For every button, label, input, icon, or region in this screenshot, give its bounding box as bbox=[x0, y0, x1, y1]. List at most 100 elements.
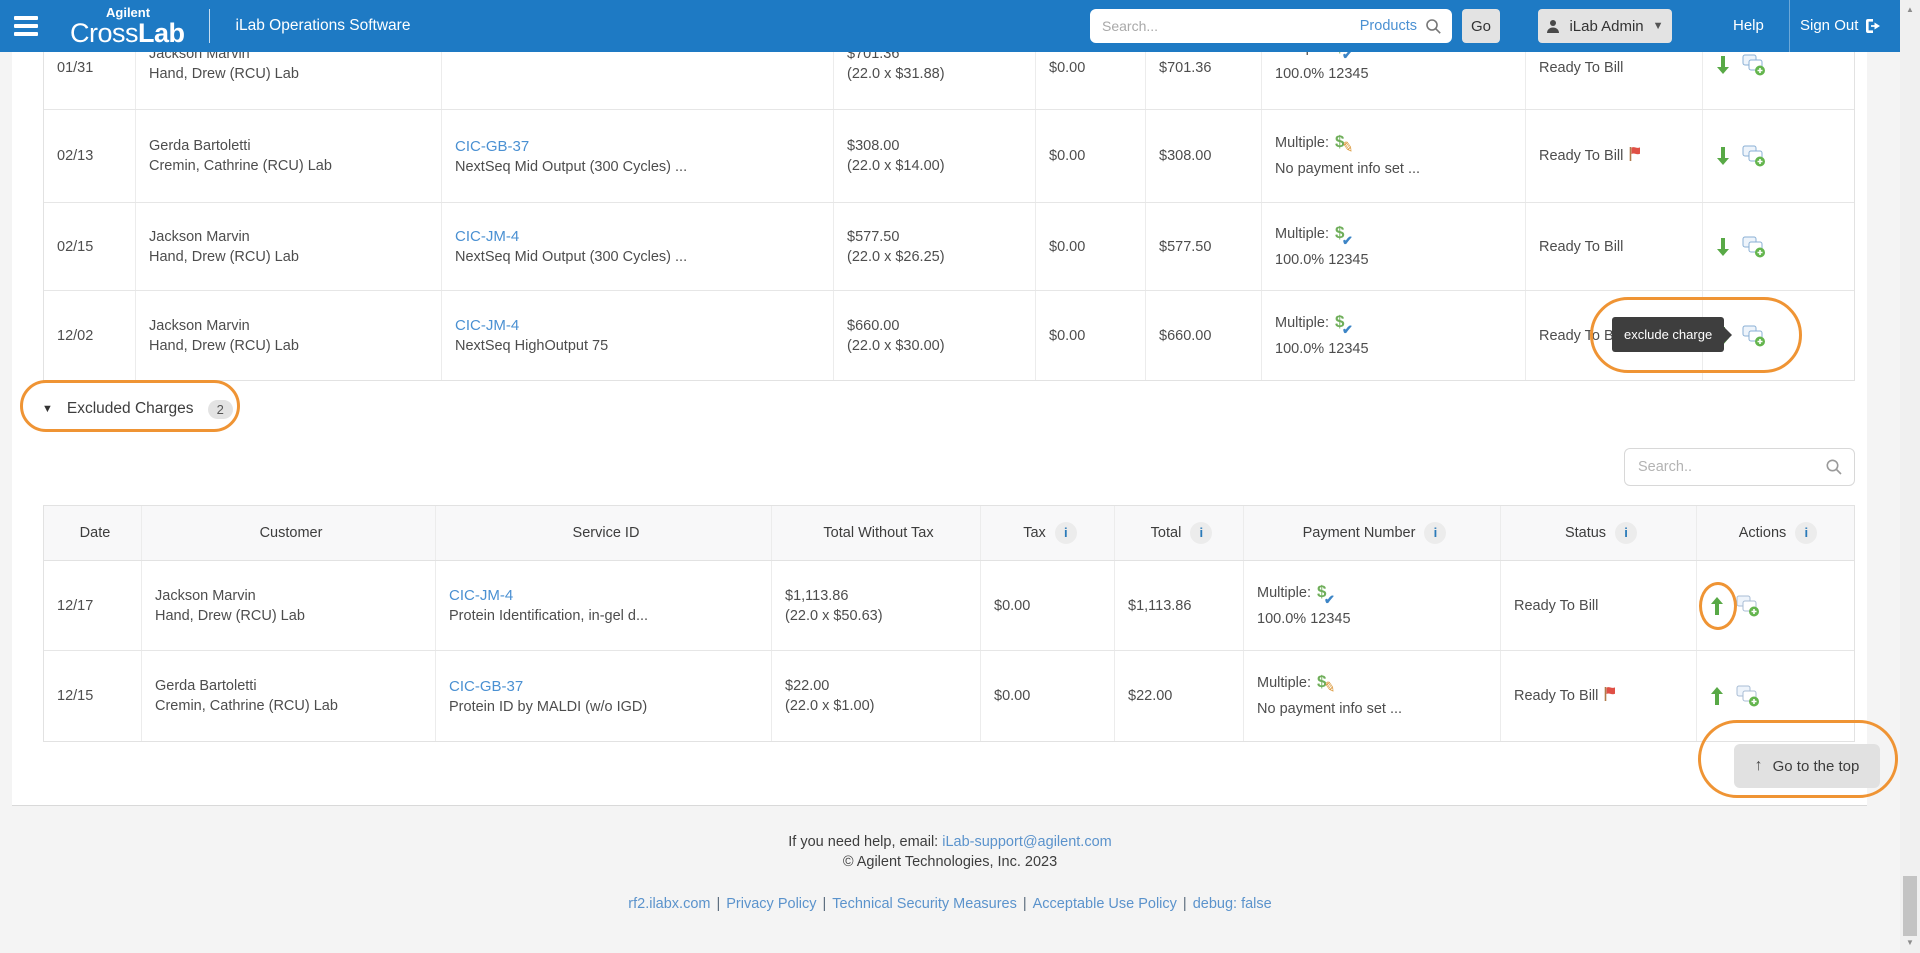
customer-name: Jackson Marvin bbox=[149, 228, 250, 245]
quantity-price: (22.0 x $50.63) bbox=[785, 607, 883, 624]
quantity-price: (22.0 x $31.88) bbox=[847, 66, 945, 82]
excluded-charges-toggle[interactable]: ▼ Excluded Charges 2 bbox=[42, 384, 233, 434]
info-icon[interactable]: i bbox=[1795, 522, 1818, 544]
search-go-button[interactable]: Go bbox=[1462, 9, 1500, 43]
payment-edit-icon: $ ✎ bbox=[1317, 672, 1338, 696]
status-label: Ready To Bill bbox=[1539, 60, 1624, 76]
service-id-link[interactable]: CIC-GB-37 bbox=[455, 137, 530, 155]
info-icon[interactable]: i bbox=[1190, 522, 1213, 544]
footer-link[interactable]: rf2.ilabx.com bbox=[628, 896, 711, 912]
add-comment-icon[interactable] bbox=[1742, 145, 1766, 167]
user-icon bbox=[1547, 20, 1560, 33]
table-row: 02/13 Gerda Bartoletti Cremin, Cathrine … bbox=[44, 110, 1854, 203]
sign-out-link[interactable]: Sign Out bbox=[1800, 17, 1882, 34]
footer-link[interactable]: Privacy Policy bbox=[726, 896, 817, 912]
search-icon bbox=[1826, 459, 1842, 475]
menu-icon[interactable] bbox=[14, 12, 40, 40]
info-icon[interactable]: i bbox=[1424, 522, 1447, 544]
quantity-price: (22.0 x $1.00) bbox=[785, 698, 875, 714]
info-icon[interactable]: i bbox=[1615, 522, 1638, 544]
exclude-charge-icon[interactable] bbox=[1716, 237, 1730, 257]
customer-lab: Hand, Drew (RCU) Lab bbox=[149, 337, 299, 354]
exclude-charge-icon[interactable] bbox=[1716, 146, 1730, 166]
column-header: Total bbox=[1150, 525, 1182, 541]
up-arrow-icon: ↑ bbox=[1754, 757, 1763, 774]
brand-cross: Cross bbox=[70, 17, 139, 48]
quantity-price: (22.0 x $30.00) bbox=[847, 337, 945, 354]
customer-lab: Hand, Drew (RCU) Lab bbox=[149, 248, 299, 265]
footer-link[interactable]: Acceptable Use Policy bbox=[1032, 896, 1177, 912]
help-text: If you need help, email: bbox=[788, 834, 939, 850]
total-value: $1,113.86 bbox=[1128, 597, 1192, 614]
column-header: Customer bbox=[259, 525, 323, 541]
go-to-top-button[interactable]: ↑ Go to the top bbox=[1734, 744, 1880, 788]
add-comment-icon[interactable] bbox=[1736, 685, 1760, 707]
customer-name: Jackson Marvin bbox=[149, 317, 250, 334]
status-label: Ready To Bill bbox=[1514, 597, 1599, 614]
tax-value: $0.00 bbox=[994, 688, 1031, 704]
status-label: Ready To Bill bbox=[1539, 148, 1624, 164]
total-value: $577.50 bbox=[1159, 238, 1212, 255]
charge-date: 02/13 bbox=[57, 148, 94, 164]
copyright-text: © Agilent Technologies, Inc. 2023 bbox=[842, 854, 1058, 870]
search-icon bbox=[1426, 18, 1441, 34]
excluded-search-input[interactable] bbox=[1638, 459, 1825, 475]
customer-name: Gerda Bartoletti bbox=[149, 138, 251, 154]
payment-multiple-label: Multiple: bbox=[1275, 314, 1329, 331]
app-header: Agilent CrossLab iLab Operations Softwar… bbox=[0, 0, 1900, 52]
search-category-selector[interactable]: Products bbox=[1359, 18, 1417, 34]
brand-agilent: Agilent bbox=[106, 4, 151, 20]
payment-multiple-label: Multiple: bbox=[1275, 135, 1329, 151]
page-scrollbar[interactable]: ▲ ▼ bbox=[1900, 0, 1920, 953]
service-description: NextSeq Mid Output (300 Cycles) ... bbox=[455, 249, 688, 265]
add-comment-icon[interactable] bbox=[1742, 54, 1766, 76]
total-without-tax: $1,113.86 bbox=[785, 587, 849, 604]
add-comment-icon[interactable] bbox=[1742, 236, 1766, 258]
brand-lab: Lab bbox=[138, 17, 185, 48]
excluded-search[interactable] bbox=[1624, 448, 1855, 486]
user-menu-button[interactable]: iLab Admin ▼ bbox=[1538, 9, 1672, 43]
scrollbar-down-arrow[interactable]: ▼ bbox=[1906, 938, 1914, 947]
customer-name: Gerda Bartoletti bbox=[155, 678, 257, 694]
scrollbar-thumb[interactable] bbox=[1903, 876, 1917, 936]
sign-out-icon bbox=[1866, 18, 1881, 33]
charge-date: 12/02 bbox=[57, 327, 94, 344]
global-search-input[interactable] bbox=[1102, 18, 1360, 34]
column-header: Date bbox=[79, 525, 111, 541]
total-value: $701.36 bbox=[1159, 60, 1212, 76]
include-charge-icon[interactable] bbox=[1710, 686, 1724, 706]
tax-value: $0.00 bbox=[1049, 148, 1086, 164]
exclude-charge-icon[interactable] bbox=[1716, 55, 1730, 75]
payment-number: 100.0% 12345 bbox=[1257, 610, 1351, 627]
help-link[interactable]: Help bbox=[1733, 17, 1764, 34]
app-title: iLab Operations Software bbox=[235, 17, 411, 34]
service-id-link[interactable]: CIC-JM-4 bbox=[455, 228, 520, 245]
table-header-row: Date Customer Service ID Total Without T… bbox=[44, 506, 1854, 561]
add-comment-icon[interactable] bbox=[1742, 325, 1766, 347]
service-id-link[interactable]: CIC-GB-37 bbox=[449, 677, 524, 695]
service-id-link[interactable]: CIC-JM-4 bbox=[455, 317, 520, 334]
customer-lab: Hand, Drew (RCU) Lab bbox=[149, 66, 299, 82]
header-separator bbox=[1789, 0, 1790, 52]
tax-value: $0.00 bbox=[1049, 60, 1086, 76]
global-search: Products bbox=[1090, 9, 1452, 43]
total-without-tax: $660.00 bbox=[847, 317, 900, 334]
info-icon[interactable]: i bbox=[1054, 522, 1077, 544]
support-email-link[interactable]: iLab-support@agilent.com bbox=[942, 834, 1112, 850]
total-without-tax: $22.00 bbox=[785, 678, 830, 694]
scrollbar-up-arrow[interactable]: ▲ bbox=[1906, 5, 1914, 14]
footer-link[interactable]: Technical Security Measures bbox=[832, 896, 1017, 912]
add-comment-icon[interactable] bbox=[1736, 595, 1760, 617]
payment-multiple-label: Multiple: bbox=[1257, 584, 1311, 601]
payment-number: 100.0% 12345 bbox=[1275, 66, 1369, 82]
brand-logo: Agilent CrossLab bbox=[70, 6, 185, 47]
go-to-top-label: Go to the top bbox=[1772, 757, 1860, 775]
customer-lab: Cremin, Cathrine (RCU) Lab bbox=[155, 698, 338, 714]
service-id-link[interactable]: CIC-JM-4 bbox=[449, 587, 514, 604]
column-header: Payment Number bbox=[1302, 525, 1416, 541]
include-charge-icon[interactable] bbox=[1710, 596, 1724, 616]
payment-verified-icon: $✔ bbox=[1317, 581, 1335, 607]
status-label: Ready To Bill bbox=[1539, 238, 1624, 255]
total-value: $22.00 bbox=[1128, 688, 1173, 704]
customer-name: Jackson Marvin bbox=[155, 587, 256, 604]
